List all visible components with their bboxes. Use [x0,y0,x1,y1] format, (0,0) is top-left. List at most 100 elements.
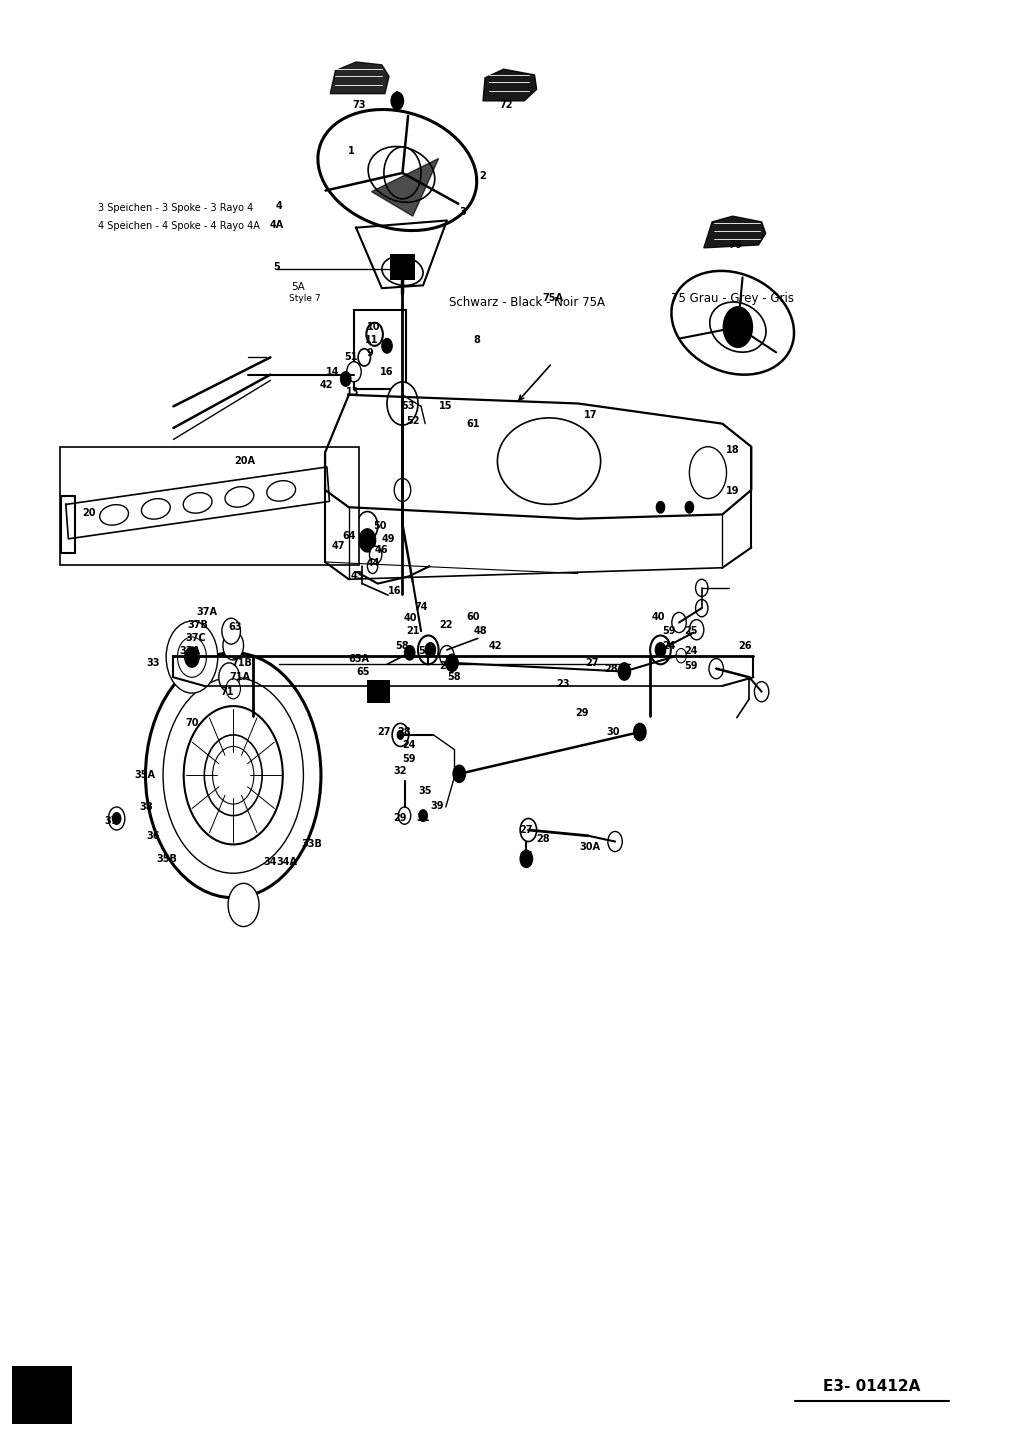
Circle shape [655,643,666,657]
Text: 4A: 4A [269,220,284,229]
Text: 20A: 20A [234,457,255,465]
Circle shape [357,512,378,540]
Text: 46: 46 [375,546,389,555]
Text: 8: 8 [474,336,480,344]
Text: 40: 40 [404,614,418,623]
Text: 35A: 35A [134,771,155,780]
Ellipse shape [141,499,170,519]
Ellipse shape [368,147,434,202]
Circle shape [166,621,218,693]
Text: 33B: 33B [301,840,322,849]
Text: 49: 49 [381,535,395,543]
Text: 24: 24 [439,661,453,670]
Circle shape [405,646,415,660]
Circle shape [391,92,404,110]
Text: 9: 9 [366,349,373,357]
Bar [12,1366,72,1424]
Bar [60,447,359,565]
Text: 24: 24 [684,647,699,656]
Circle shape [520,850,533,867]
Text: 29: 29 [393,814,408,823]
Text: 66: 66 [519,852,534,860]
Circle shape [618,663,631,680]
Text: 76: 76 [728,241,742,249]
Text: 42: 42 [488,641,503,650]
Text: 22: 22 [439,621,453,630]
Text: 44: 44 [366,559,381,568]
Text: 36: 36 [146,831,160,840]
Text: 5A: 5A [291,282,304,291]
Circle shape [394,478,411,501]
Text: 4: 4 [276,202,282,210]
Text: 40: 40 [651,612,666,621]
Text: 50: 50 [373,522,387,530]
Text: 34A: 34A [277,857,297,866]
Polygon shape [704,216,766,248]
Circle shape [446,654,458,672]
Text: 30A: 30A [580,843,601,852]
Circle shape [384,147,421,199]
Circle shape [392,723,409,746]
Text: 27: 27 [377,728,391,736]
Text: 18: 18 [725,445,740,454]
Text: 5: 5 [273,262,280,271]
Circle shape [387,382,418,425]
Text: 38: 38 [139,803,154,811]
Circle shape [634,723,646,741]
Polygon shape [330,62,389,94]
Bar [367,680,390,703]
Text: 37A: 37A [196,608,217,617]
Circle shape [727,311,747,340]
Text: 4 Speichen - 4 Spoke - 4 Rayo 4A: 4 Speichen - 4 Spoke - 4 Rayo 4A [98,222,260,231]
Text: 37C: 37C [186,634,206,643]
Circle shape [656,501,665,513]
Circle shape [108,807,125,830]
Ellipse shape [318,110,477,231]
Circle shape [217,752,250,798]
Text: 52: 52 [406,416,420,425]
Circle shape [367,559,378,574]
Text: 27: 27 [585,659,600,667]
Text: 17: 17 [583,411,598,419]
Text: 59: 59 [684,661,699,670]
Text: 25: 25 [684,627,699,635]
Text: E3- 01412A: E3- 01412A [824,1379,921,1393]
Circle shape [226,679,240,699]
Text: 72: 72 [498,101,513,110]
Text: 27: 27 [519,826,534,834]
Circle shape [359,529,376,552]
Text: 37B: 37B [188,621,208,630]
Circle shape [347,362,361,382]
Circle shape [520,818,537,842]
Circle shape [685,501,694,513]
Circle shape [689,447,727,499]
Text: 73: 73 [352,101,366,110]
Text: 15: 15 [439,402,453,411]
Text: 21: 21 [406,627,420,635]
Circle shape [397,731,404,739]
Bar [390,254,415,280]
Circle shape [358,349,370,366]
Text: 14: 14 [325,367,340,376]
Text: 48: 48 [474,627,488,635]
Text: 28: 28 [397,728,412,736]
Text: 16: 16 [387,586,401,595]
Text: 13: 13 [346,388,360,396]
Circle shape [219,663,239,692]
Text: Style 7: Style 7 [289,294,321,303]
Circle shape [228,883,259,927]
Text: 10: 10 [366,323,381,331]
Circle shape [112,813,121,824]
Text: 37: 37 [104,817,119,826]
Text: 51: 51 [344,353,358,362]
Text: 23: 23 [556,680,571,689]
Text: 19: 19 [725,487,740,496]
Circle shape [418,635,439,664]
Text: 29: 29 [575,709,589,718]
Text: Schwarz - Black - Noir 75A: Schwarz - Black - Noir 75A [449,295,605,310]
Circle shape [178,637,206,677]
Text: 3 Speichen - 3 Spoke - 3 Rayo 4: 3 Speichen - 3 Spoke - 3 Rayo 4 [98,203,253,212]
Circle shape [440,646,454,666]
Circle shape [185,647,199,667]
Ellipse shape [382,256,423,285]
